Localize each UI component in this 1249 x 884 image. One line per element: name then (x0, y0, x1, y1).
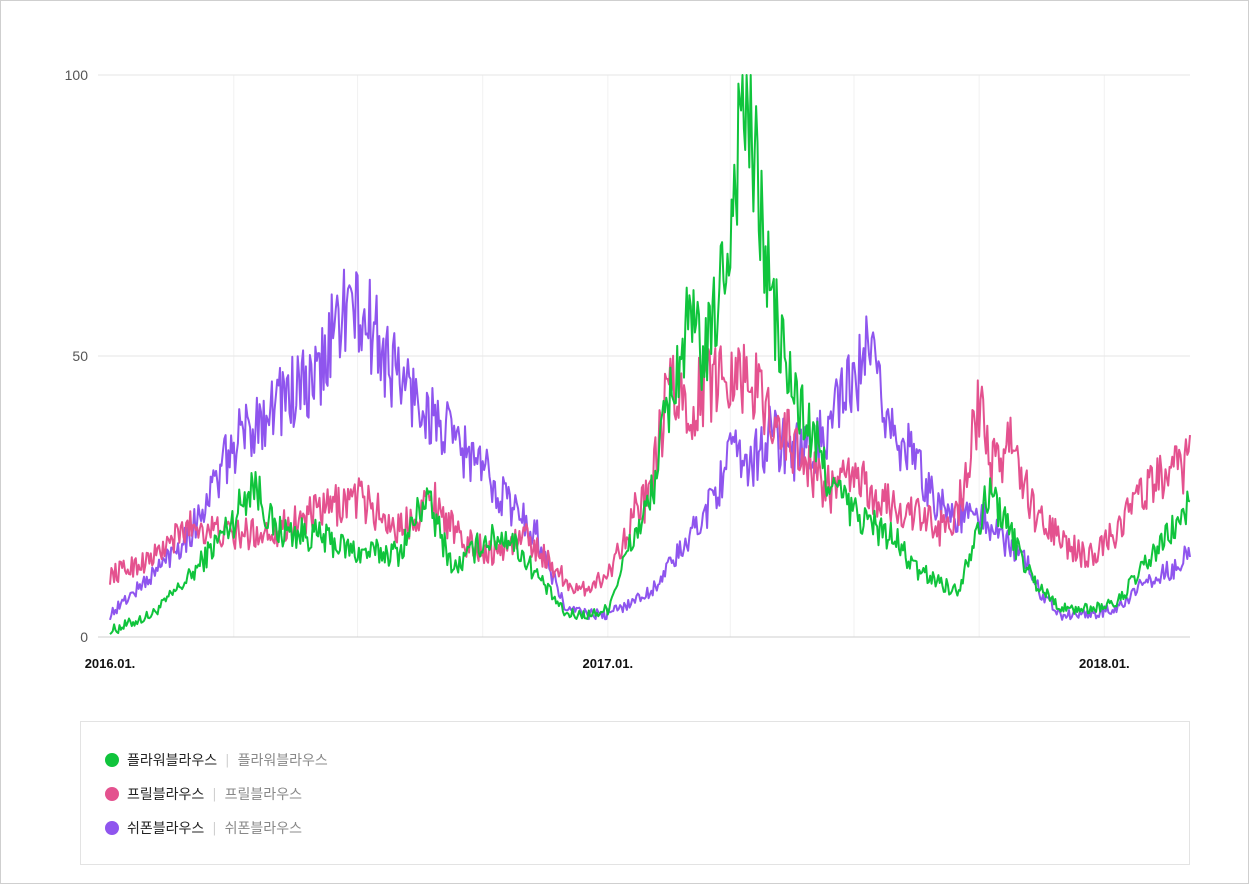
grid-layer (98, 74, 1190, 638)
series-layer (109, 74, 1191, 635)
legend-separator: | (212, 820, 217, 836)
x-tick-labels: 2016.01. 2017.01. 2018.01. (85, 656, 1130, 671)
legend-series-keywords: 프릴블라우스 (224, 787, 302, 803)
x-tick-label: 2017.01. (583, 656, 634, 671)
x-tick-label: 2018.01. (1079, 656, 1130, 671)
y-tick-label: 50 (72, 348, 88, 364)
legend-dot-frill (105, 787, 119, 801)
legend-dot-flower (105, 753, 119, 767)
y-tick-label: 100 (65, 67, 89, 83)
legend-item-flower[interactable]: 플라워블라우스 | 플라워블라우스 (105, 750, 328, 770)
series-line-0 (109, 74, 1191, 635)
legend-separator: | (212, 786, 217, 802)
series-line-2 (109, 268, 1191, 621)
legend-series-keywords: 쉬폰블라우스 (224, 821, 302, 837)
legend: 플라워블라우스 | 플라워블라우스 프릴블라우스 | 프릴블라우스 쉬폰블라우스… (80, 721, 1190, 865)
legend-separator: | (225, 752, 230, 768)
legend-series-name: 쉬폰블라우스 (127, 821, 205, 837)
x-tick-label: 2016.01. (85, 656, 136, 671)
legend-dot-chiffon (105, 821, 119, 835)
legend-series-name: 프릴블라우스 (127, 787, 205, 803)
legend-item-frill[interactable]: 프릴블라우스 | 프릴블라우스 (105, 784, 302, 804)
legend-item-chiffon[interactable]: 쉬폰블라우스 | 쉬폰블라우스 (105, 818, 302, 838)
legend-series-name: 플라워블라우스 (127, 753, 218, 769)
y-tick-labels: 0 50 100 (65, 67, 89, 645)
legend-series-keywords: 플라워블라우스 (237, 753, 328, 769)
y-tick-label: 0 (80, 629, 88, 645)
